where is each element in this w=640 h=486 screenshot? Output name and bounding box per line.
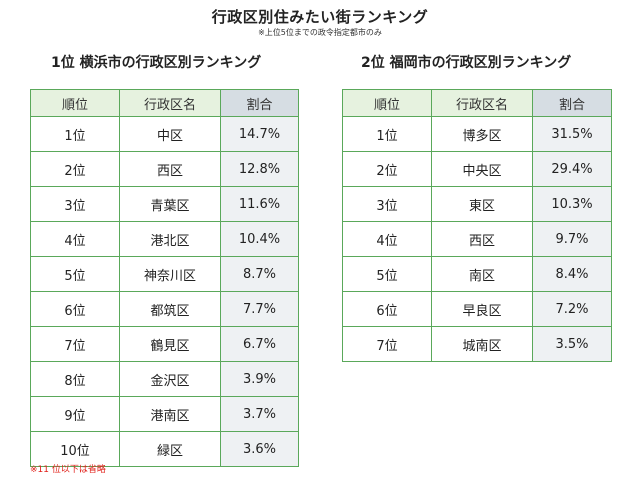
header-share: 割合 bbox=[532, 89, 612, 117]
cell-rank: 1位 bbox=[342, 116, 432, 152]
cell-share: 8.4% bbox=[532, 256, 612, 292]
table-row: 3位 青葉区 11.6% bbox=[30, 186, 299, 222]
table-row: 1位 博多区 31.5% bbox=[342, 116, 612, 152]
cell-ward: 都筑区 bbox=[119, 291, 221, 327]
cell-rank: 6位 bbox=[342, 291, 432, 327]
cell-ward: 港北区 bbox=[119, 221, 221, 257]
cell-ward: 早良区 bbox=[431, 291, 533, 327]
cell-rank: 5位 bbox=[342, 256, 432, 292]
cell-rank: 4位 bbox=[30, 221, 120, 257]
cell-share: 3.6% bbox=[220, 431, 299, 467]
cell-ward: 東区 bbox=[431, 186, 533, 222]
cell-share: 8.7% bbox=[220, 256, 299, 292]
cell-ward: 緑区 bbox=[119, 431, 221, 467]
cell-share: 7.2% bbox=[532, 291, 612, 327]
cell-ward: 南区 bbox=[431, 256, 533, 292]
cell-rank: 3位 bbox=[30, 186, 120, 222]
cell-share: 11.6% bbox=[220, 186, 299, 222]
cell-rank: 10位 bbox=[30, 431, 120, 467]
table-row: 3位 東区 10.3% bbox=[342, 186, 612, 222]
cell-rank: 5位 bbox=[30, 256, 120, 292]
cell-rank: 7位 bbox=[30, 326, 120, 362]
header-rank: 順位 bbox=[30, 89, 120, 117]
cell-rank: 7位 bbox=[342, 326, 432, 362]
cell-ward: 城南区 bbox=[431, 326, 533, 362]
table-row: 2位 中央区 29.4% bbox=[342, 151, 612, 187]
table-header-row: 順位 行政区名 割合 bbox=[342, 89, 612, 117]
header-share: 割合 bbox=[220, 89, 299, 117]
fukuoka-heading: 2位 福岡市の行政区別ランキング bbox=[361, 55, 572, 71]
cell-rank: 9位 bbox=[30, 396, 120, 432]
cell-share: 7.7% bbox=[220, 291, 299, 327]
table-row: 1位 中区 14.7% bbox=[30, 116, 299, 152]
cell-share: 12.8% bbox=[220, 151, 299, 187]
cell-ward: 西区 bbox=[119, 151, 221, 187]
table-row: 10位 緑区 3.6% bbox=[30, 431, 299, 467]
cell-share: 10.3% bbox=[532, 186, 612, 222]
cell-share: 14.7% bbox=[220, 116, 299, 152]
cell-share: 6.7% bbox=[220, 326, 299, 362]
cell-share: 9.7% bbox=[532, 221, 612, 257]
cell-share: 3.9% bbox=[220, 361, 299, 397]
cell-ward: 神奈川区 bbox=[119, 256, 221, 292]
yokohama-heading: 1位 横浜市の行政区別ランキング bbox=[51, 55, 262, 71]
cell-rank: 2位 bbox=[342, 151, 432, 187]
table-row: 8位 金沢区 3.9% bbox=[30, 361, 299, 397]
table-row: 5位 神奈川区 8.7% bbox=[30, 256, 299, 292]
table-row: 6位 早良区 7.2% bbox=[342, 291, 612, 327]
header-ward: 行政区名 bbox=[119, 89, 221, 117]
table-row: 6位 都筑区 7.7% bbox=[30, 291, 299, 327]
cell-rank: 6位 bbox=[30, 291, 120, 327]
cell-rank: 1位 bbox=[30, 116, 120, 152]
footnote: ※11 位以下は省略 bbox=[30, 465, 106, 475]
cell-ward: 青葉区 bbox=[119, 186, 221, 222]
header-ward: 行政区名 bbox=[431, 89, 533, 117]
cell-rank: 8位 bbox=[30, 361, 120, 397]
header-rank: 順位 bbox=[342, 89, 432, 117]
table-row: 4位 港北区 10.4% bbox=[30, 221, 299, 257]
cell-share: 3.5% bbox=[532, 326, 612, 362]
cell-share: 3.7% bbox=[220, 396, 299, 432]
cell-ward: 中区 bbox=[119, 116, 221, 152]
cell-ward: 博多区 bbox=[431, 116, 533, 152]
fukuoka-ranking-table: 順位 行政区名 割合 1位 博多区 31.5% 2位 中央区 29.4% 3位 東区 10.3%… bbox=[342, 89, 612, 362]
table-row: 7位 鶴見区 6.7% bbox=[30, 326, 299, 362]
cell-ward: 金沢区 bbox=[119, 361, 221, 397]
cell-ward: 中央区 bbox=[431, 151, 533, 187]
table-row: 9位 港南区 3.7% bbox=[30, 396, 299, 432]
table-row: 5位 南区 8.4% bbox=[342, 256, 612, 292]
cell-rank: 2位 bbox=[30, 151, 120, 187]
cell-share: 29.4% bbox=[532, 151, 612, 187]
table-row: 4位 西区 9.7% bbox=[342, 221, 612, 257]
cell-share: 10.4% bbox=[220, 221, 299, 257]
cell-ward: 鶴見区 bbox=[119, 326, 221, 362]
table-row: 7位 城南区 3.5% bbox=[342, 326, 612, 362]
cell-ward: 港南区 bbox=[119, 396, 221, 432]
page-title: 行政区別住みたい街ランキング bbox=[211, 8, 429, 26]
table-row: 2位 西区 12.8% bbox=[30, 151, 299, 187]
cell-share: 31.5% bbox=[532, 116, 612, 152]
cell-rank: 3位 bbox=[342, 186, 432, 222]
yokohama-ranking-table: 順位 行政区名 割合 1位 中区 14.7% 2位 西区 12.8% 3位 青葉区 11.6% 4… bbox=[30, 89, 299, 467]
cell-ward: 西区 bbox=[431, 221, 533, 257]
cell-rank: 4位 bbox=[342, 221, 432, 257]
table-header-row: 順位 行政区名 割合 bbox=[30, 89, 299, 117]
page-subtitle: ※上位5位までの政令指定都市のみ bbox=[258, 28, 382, 37]
